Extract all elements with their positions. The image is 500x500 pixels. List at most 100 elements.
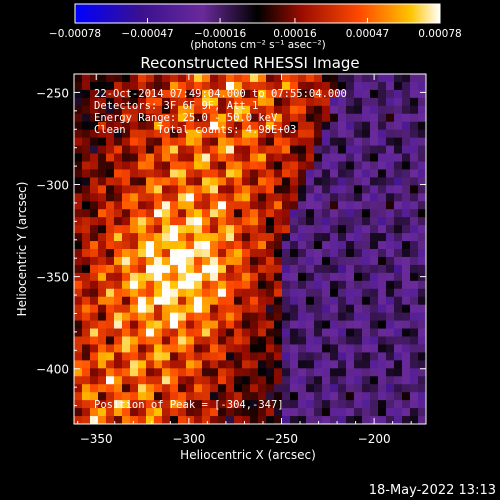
heatmap-cell [354,352,363,361]
heatmap-cell [370,81,379,91]
heatmap-cell [362,177,371,186]
heatmap-cell [234,153,243,162]
heatmap-cell [210,241,219,250]
heatmap-cell [282,74,291,83]
heatmap-cell [402,209,411,218]
heatmap-cell [306,352,315,361]
heatmap-cell [210,360,219,369]
heatmap-cell [378,256,387,266]
x-tick-label: −350 [80,432,113,446]
heatmap-cell [386,225,395,234]
heatmap-cell [90,264,99,274]
heatmap-cell [346,129,355,139]
heatmap-cell [338,97,347,107]
heatmap-cell [130,280,139,290]
heatmap-cell [90,177,99,186]
heatmap-cell [226,256,235,266]
heatmap-cell [354,177,363,186]
heatmap-cell [258,89,267,99]
heatmap-cell [146,352,155,361]
heatmap-cell [266,296,275,306]
heatmap-cell [394,368,403,377]
heatmap-cell [218,241,227,250]
heatmap-cell [146,113,155,123]
heatmap-cell [186,408,195,417]
heatmap-cell [170,304,179,314]
heatmap-cell [82,209,91,218]
heatmap-cell [218,384,227,393]
heatmap-cell [418,360,426,369]
heatmap-cell [250,74,259,83]
heatmap-cell [170,97,179,107]
heatmap-cell [298,344,307,353]
heatmap-cell [410,249,419,258]
heatmap-cell [322,249,331,258]
heatmap-cell [410,320,419,329]
heatmap-cell [274,129,283,139]
heatmap-cell [378,416,387,424]
heatmap-cell [106,193,115,202]
heatmap-cell [298,89,307,99]
heatmap-cell [370,360,379,369]
heatmap-cell [354,360,363,369]
heatmap-cell [226,296,235,306]
heatmap-cell [186,392,195,401]
heatmap-cell [346,328,355,337]
heatmap-cell [402,376,411,385]
heatmap-cell [386,121,395,131]
heatmap-cell [186,264,195,274]
heatmap-cell [274,89,283,99]
heatmap-cell [202,97,211,107]
heatmap-cell [130,233,139,242]
heatmap-cell [202,161,211,170]
heatmap-cell [178,161,187,170]
heatmap-cell [282,320,291,329]
heatmap-cell [114,304,123,314]
heatmap-cell [250,177,259,186]
heatmap-cell [370,312,379,321]
heatmap-cell [242,352,251,361]
heatmap-cell [194,392,203,401]
heatmap-cell [106,368,115,377]
heatmap-cell [162,288,171,298]
heatmap-cell [194,209,203,218]
heatmap-cell [322,145,331,154]
heatmap-cell [226,304,235,314]
heatmap-cell [306,241,315,250]
heatmap-cell [218,121,227,131]
heatmap-cell [146,376,155,385]
heatmap-cell [418,105,426,115]
heatmap-cell [346,256,355,266]
heatmap-cell [210,201,219,210]
heatmap-cell [210,400,219,409]
heatmap-cell [338,344,347,353]
heatmap-cell [202,121,211,131]
heatmap-cell [162,249,171,258]
heatmap-cell [98,74,107,83]
heatmap-cell [274,161,283,170]
heatmap-cell [170,209,179,218]
heatmap-cell [146,360,155,369]
heatmap-cell [106,312,115,321]
heatmap-cell [314,185,323,194]
heatmap-cell [82,328,91,337]
heatmap-cell [242,185,251,194]
heatmap-cell [258,129,267,139]
heatmap-cell [394,74,403,83]
heatmap-cell [274,105,283,115]
heatmap-cell [130,328,139,337]
heatmap-cell [378,264,387,274]
heatmap-cell [370,344,379,353]
heatmap-cell [330,129,339,139]
heatmap-cell [346,201,355,210]
heatmap-cell [418,344,426,353]
heatmap-cell [154,288,163,298]
heatmap-cell [130,249,139,258]
heatmap-cell [290,264,299,274]
heatmap-cell [274,256,283,266]
heatmap-cell [98,137,107,146]
heatmap-cell [306,288,315,298]
heatmap-cell [218,408,227,417]
heatmap-cell [122,74,131,83]
heatmap-cell [394,201,403,210]
